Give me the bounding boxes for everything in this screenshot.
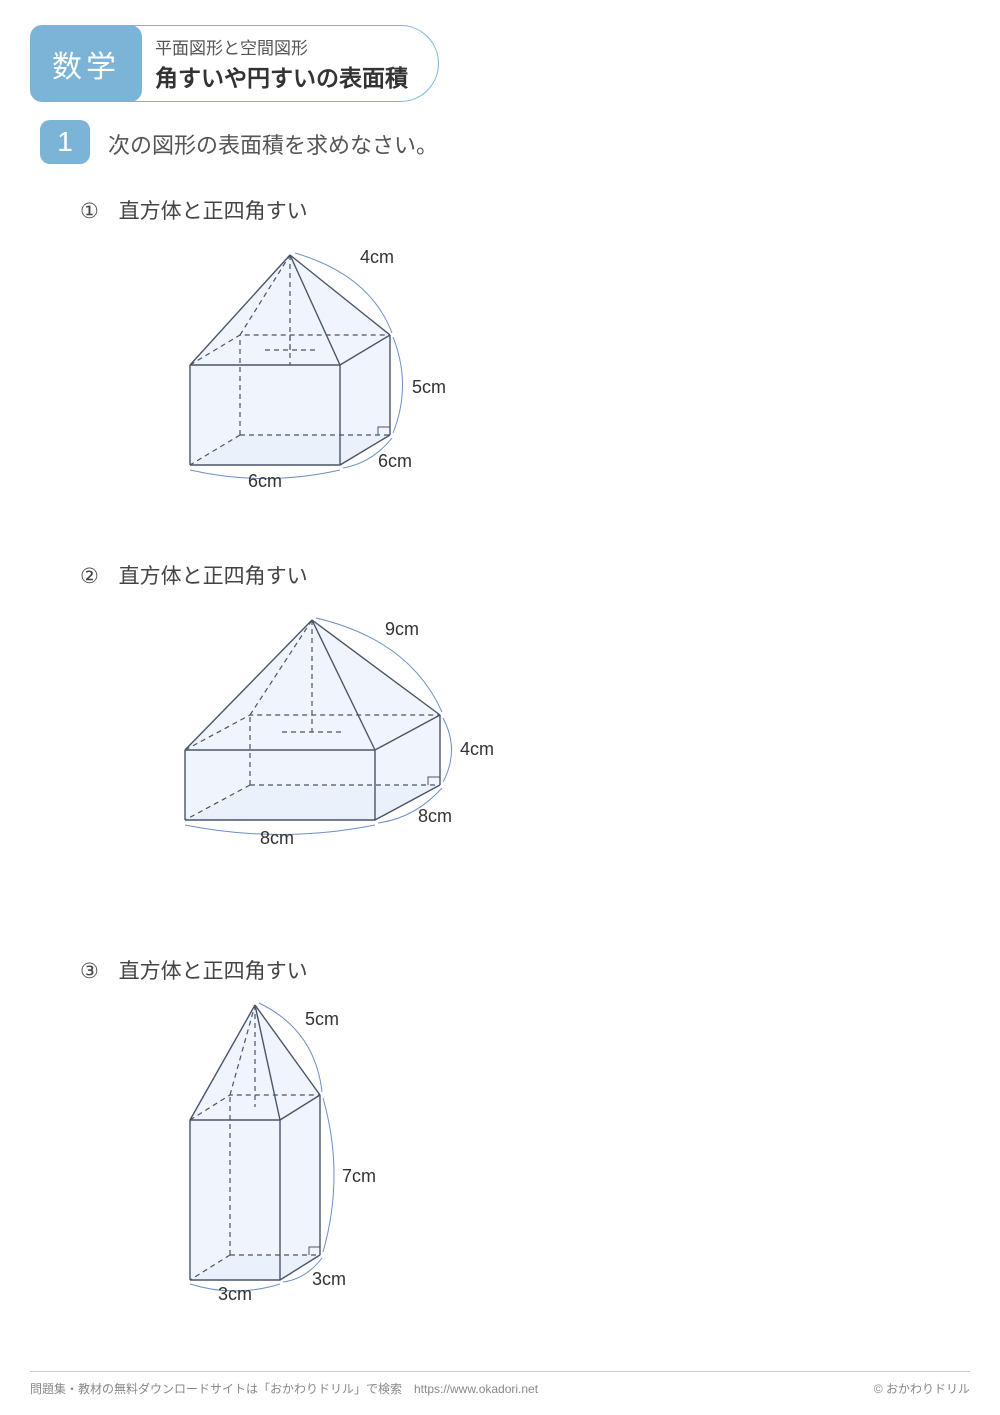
problem-1-title: 直方体と正四角すい [119, 200, 308, 223]
fig2-height-label: 4cm [460, 739, 494, 759]
problem-1: ① 直方体と正四角すい [80, 195, 308, 225]
figure-1: 4cm 5cm 6cm 6cm [160, 225, 450, 485]
problem-1-number: ① [80, 199, 99, 224]
problem-2-title: 直方体と正四角すい [119, 565, 308, 588]
title-bubble: 平面図形と空間図形 角すいや円すいの表面積 [108, 25, 439, 102]
problem-3-number: ③ [80, 959, 99, 984]
fig2-depth-label: 8cm [418, 806, 452, 826]
problem-3-title: 直方体と正四角すい [119, 960, 308, 983]
problem-2: ② 直方体と正四角すい [80, 560, 308, 590]
fig3-height-label: 7cm [342, 1166, 376, 1186]
fig3-depth-label: 3cm [312, 1269, 346, 1289]
question-text: 次の図形の表面積を求めなさい。 [108, 128, 438, 160]
worksheet-header: 数学 平面図形と空間図形 角すいや円すいの表面積 [30, 25, 439, 102]
footer-right: © おかわりドリル [874, 1380, 970, 1397]
fig1-slant-label: 4cm [360, 247, 394, 267]
fig1-depth-label: 6cm [378, 451, 412, 471]
problem-3: ③ 直方体と正四角すい [80, 955, 308, 985]
fig2-width-label: 8cm [260, 828, 294, 848]
question-number-badge: 1 [40, 120, 90, 164]
footer-left: 問題集・教材の無料ダウンロードサイトは「おかわりドリル」で検索 https://… [30, 1380, 538, 1397]
problem-2-number: ② [80, 564, 99, 589]
topic-title: 角すいや円すいの表面積 [155, 59, 408, 93]
fig3-width-label: 3cm [218, 1284, 252, 1304]
subject-badge: 数学 [30, 25, 142, 102]
figure-2: 9cm 4cm 8cm 8cm [160, 600, 490, 840]
chapter-title: 平面図形と空間図形 [155, 34, 408, 59]
fig3-slant-label: 5cm [305, 1009, 339, 1029]
fig1-height-label: 5cm [412, 377, 446, 397]
page-footer: 問題集・教材の無料ダウンロードサイトは「おかわりドリル」で検索 https://… [30, 1371, 970, 1397]
fig1-width-label: 6cm [248, 471, 282, 491]
fig2-slant-label: 9cm [385, 619, 419, 639]
figure-3: 5cm 7cm 3cm 3cm [160, 990, 380, 1300]
